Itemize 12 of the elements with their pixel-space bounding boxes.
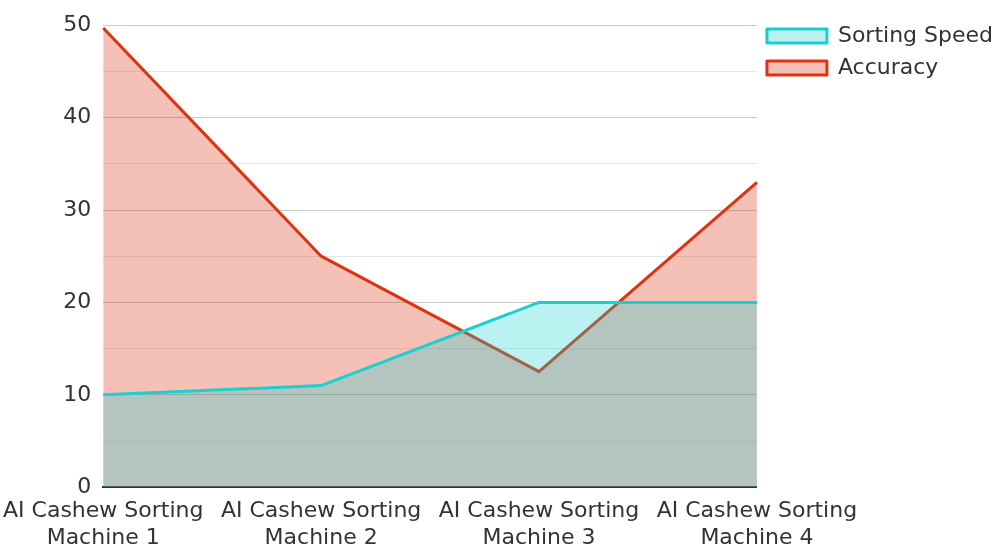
x-tick-label: AI Cashew Sorting Machine 1 bbox=[3, 497, 204, 549]
y-tick-label: 20 bbox=[63, 288, 92, 314]
legend-label: Sorting Speed bbox=[837, 21, 993, 47]
x-tick-label: AI Cashew Sorting Machine 3 bbox=[438, 497, 640, 549]
y-tick-label: 40 bbox=[63, 103, 92, 129]
y-tick-label: 0 bbox=[77, 472, 92, 498]
legend-label: Accuracy bbox=[837, 53, 939, 79]
y-tick-label: 10 bbox=[63, 380, 92, 406]
x-tick-label: AI Cashew Sorting Machine 2 bbox=[220, 497, 422, 549]
y-tick-label: 30 bbox=[63, 195, 92, 221]
y-tick-label: 50 bbox=[63, 10, 92, 36]
x-tick-label: AI Cashew Sorting Machine 4 bbox=[656, 497, 858, 549]
